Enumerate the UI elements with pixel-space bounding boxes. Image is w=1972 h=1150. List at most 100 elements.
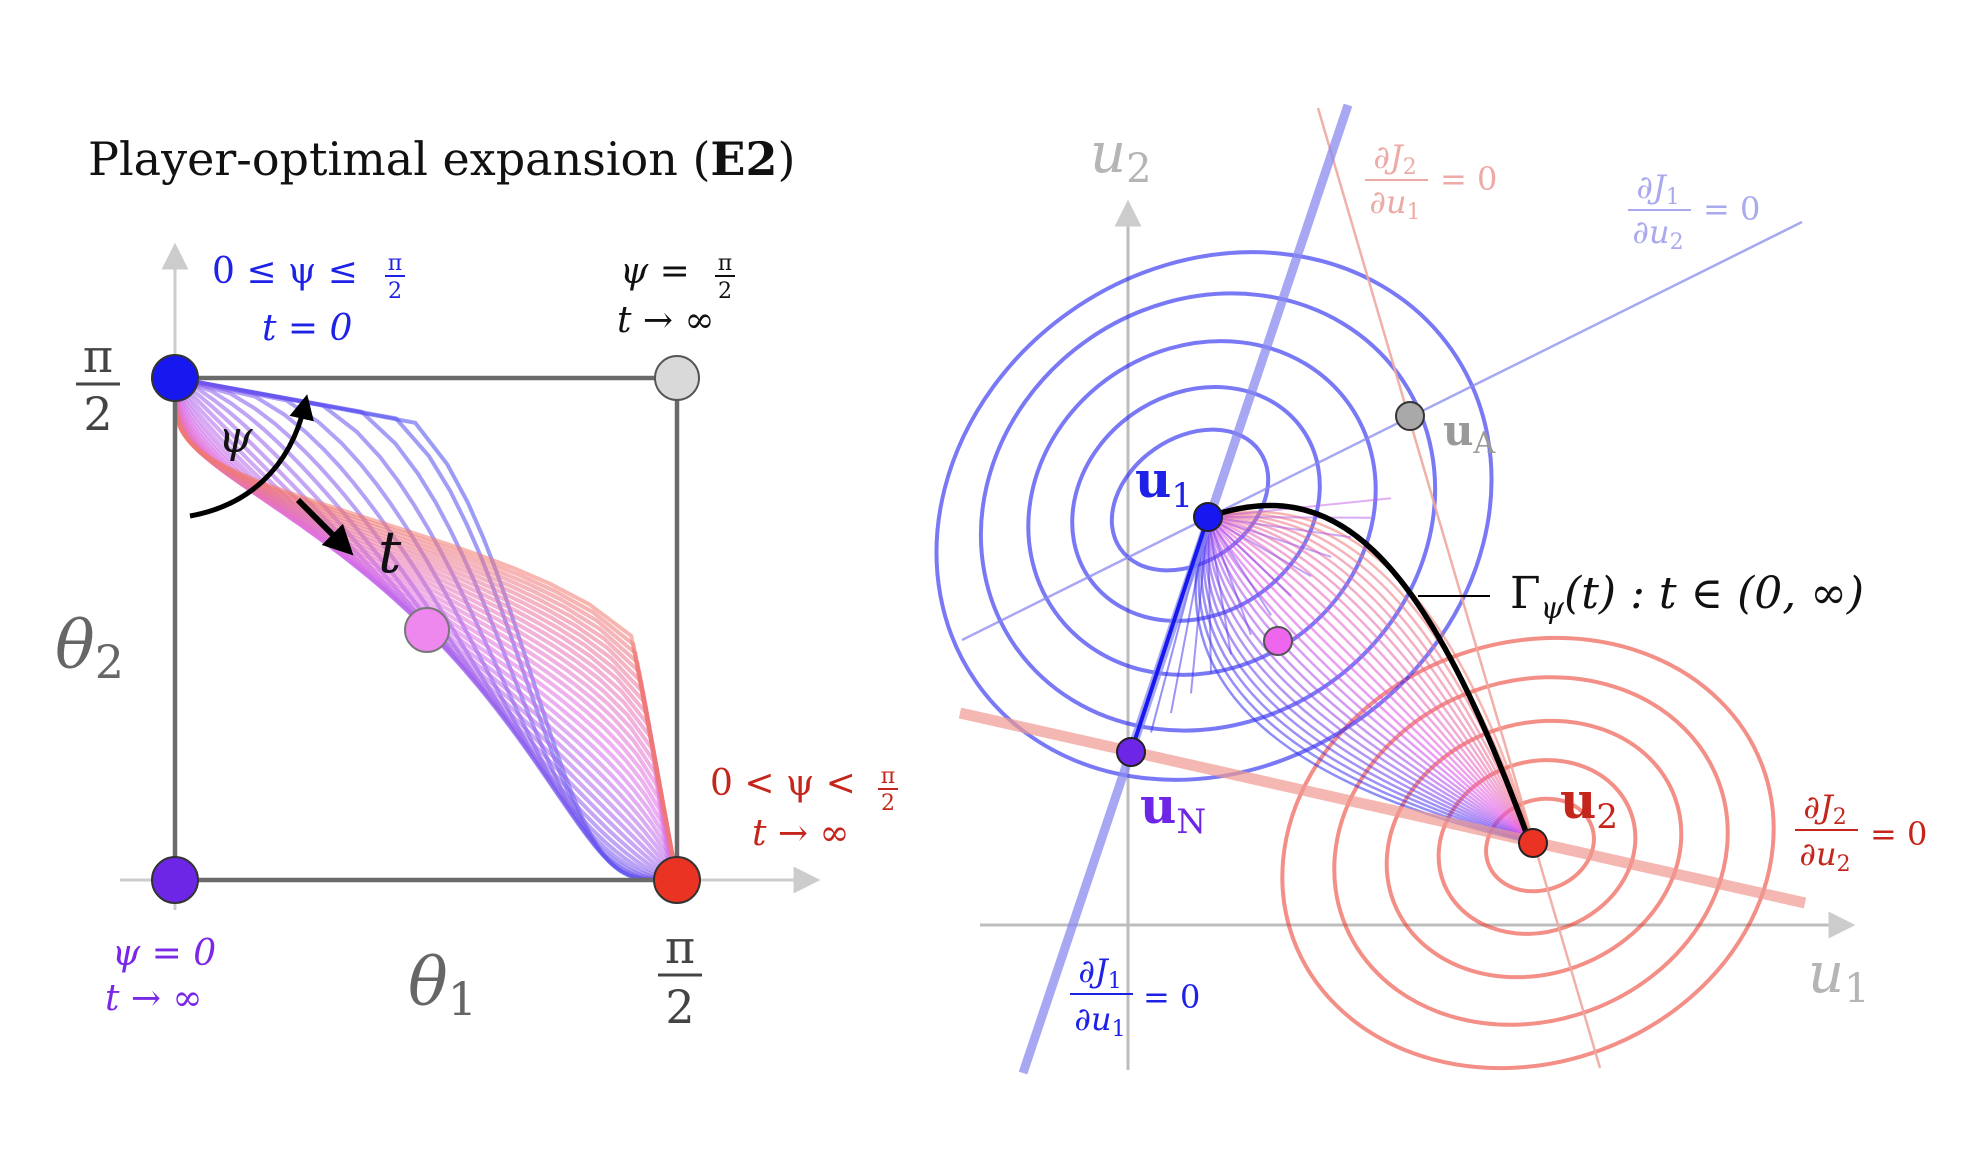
fan-ray — [1207, 516, 1232, 655]
blue-contour — [934, 250, 1494, 782]
label-uN: uN — [1140, 776, 1206, 842]
psi-arc-arrow — [189, 394, 314, 519]
svg-text:= 0: = 0 — [1703, 190, 1760, 228]
right-point-uN — [1116, 737, 1146, 767]
svg-text:t → ∞: t → ∞ — [752, 813, 850, 854]
left-point-top-right — [654, 355, 700, 401]
svg-text:∂J1: ∂J1 — [1078, 952, 1121, 994]
fan-curve — [1206, 516, 1534, 845]
annotation-top-right: ψ = π 2 t → ∞ — [617, 251, 735, 341]
label-dJ1-du1: ∂J1 ∂u1 = 0 — [1070, 952, 1200, 1042]
fan-curve — [1206, 516, 1534, 845]
fan-curve — [1206, 516, 1534, 844]
fan-curve — [1207, 516, 1534, 844]
red-contour — [1384, 718, 1684, 980]
svg-text:t → ∞: t → ∞ — [105, 978, 203, 1019]
svg-text:∂J2: ∂J2 — [1373, 138, 1416, 180]
svg-text:t → ∞: t → ∞ — [617, 300, 715, 341]
gamma-label: Γψ(t) : t ∈ (0, ∞) — [1510, 568, 1864, 626]
right-y-axis-label: u2 — [1090, 121, 1152, 192]
fan-ray — [1207, 516, 1272, 616]
svg-text:π: π — [881, 764, 895, 789]
svg-text:ψ = 0: ψ = 0 — [112, 933, 216, 974]
fan-curve — [1206, 516, 1534, 845]
left-point-center — [404, 607, 450, 653]
label-dJ2-du2: ∂J2 ∂u2 = 0 — [1795, 788, 1927, 877]
left-point-top-left — [151, 354, 199, 402]
svg-text:π: π — [83, 329, 113, 383]
label-uA: uA — [1443, 406, 1496, 461]
fan-curve — [1207, 512, 1535, 844]
left-point-bottom-left — [151, 856, 199, 904]
svg-text:∂J2: ∂J2 — [1803, 788, 1846, 830]
right-point-center — [1263, 626, 1293, 656]
fan-curve — [1206, 516, 1534, 845]
fan-ray — [1207, 516, 1292, 597]
fan-curve — [1207, 515, 1535, 844]
t-arrow — [295, 497, 354, 556]
svg-text:π: π — [718, 251, 732, 276]
fan-curve — [1202, 516, 1534, 845]
svg-text:= 0: = 0 — [1440, 160, 1497, 198]
svg-text:0 ≤ ψ ≤: 0 ≤ ψ ≤ — [212, 251, 358, 292]
fan-curve — [1207, 515, 1535, 844]
right-point-u2 — [1518, 828, 1548, 858]
svg-text:0 < ψ <: 0 < ψ < — [710, 763, 856, 804]
blue-contour — [978, 291, 1438, 733]
annotation-top-left: 0 ≤ ψ ≤ π 2 t = 0 — [212, 251, 405, 349]
fan-curve — [1197, 516, 1534, 845]
left-y-tick-label: π 2 — [76, 329, 120, 441]
line-dJ2-du1 — [1316, 107, 1602, 1069]
svg-text:∂J1: ∂J1 — [1636, 168, 1679, 210]
right-panel: u1 u2 uA uN u2 u1 Γψ(t) : t ∈ (0, ∞) ∂J2… — [934, 103, 1927, 1075]
label-dJ2-du1: ∂J2 ∂u1 = 0 — [1365, 138, 1497, 225]
svg-text:= 0: = 0 — [1143, 978, 1200, 1016]
label-u1: u1 — [1135, 450, 1193, 516]
left-square-frame — [172, 375, 680, 883]
fan-curve — [1207, 516, 1534, 844]
svg-text:π: π — [388, 251, 402, 276]
fan-ray — [1190, 516, 1209, 694]
left-x-axis-label: θ1 — [408, 944, 477, 1026]
svg-text:∂u1: ∂u1 — [1369, 183, 1420, 225]
fan-curve — [1207, 515, 1535, 844]
svg-text:t = 0: t = 0 — [262, 308, 352, 349]
fan-ray — [1207, 516, 1372, 519]
fan-curve — [1204, 516, 1534, 845]
left-point-bottom-right — [653, 856, 701, 904]
svg-text:∂u2: ∂u2 — [1632, 213, 1683, 255]
label-u2: u2 — [1560, 771, 1618, 837]
right-point-uA — [1395, 401, 1425, 431]
svg-text:2: 2 — [665, 980, 694, 1034]
annotation-bottom-right: 0 < ψ < π 2 t → ∞ — [710, 763, 898, 854]
svg-text:2: 2 — [881, 791, 895, 816]
right-point-u1 — [1193, 502, 1223, 532]
svg-text:2: 2 — [388, 279, 402, 304]
svg-text:= 0: = 0 — [1870, 815, 1927, 853]
fan-ray — [1207, 516, 1312, 578]
fan-curve — [1206, 516, 1534, 844]
svg-text:∂u2: ∂u2 — [1799, 835, 1850, 877]
left-x-tick-label: π 2 — [658, 920, 702, 1034]
svg-text:∂u1: ∂u1 — [1074, 1000, 1125, 1042]
fan-ray — [1207, 516, 1332, 558]
right-x-axis-label: u1 — [1808, 941, 1870, 1012]
red-contour — [1332, 675, 1730, 1027]
segment-u1-uN — [1129, 516, 1210, 753]
psi-symbol: ψ — [218, 412, 253, 463]
fan-ray — [1207, 516, 1252, 636]
fan-curve — [1207, 515, 1534, 844]
svg-text:π: π — [665, 920, 695, 974]
svg-text:2: 2 — [718, 279, 732, 304]
left-panel-title: Player-optimal expansion (E2) — [88, 132, 795, 186]
red-contour — [1484, 796, 1596, 894]
svg-text:2: 2 — [83, 387, 112, 441]
fan-curve — [1207, 515, 1535, 844]
left-panel: Player-optimal expansion (E2) ψ t θ2 θ1 … — [55, 132, 898, 1034]
t-symbol: t — [378, 518, 402, 586]
blue-contour — [1026, 339, 1378, 677]
label-dJ1-du2: ∂J1 ∂u2 = 0 — [1628, 168, 1760, 255]
gamma-curve — [1207, 502, 1533, 844]
line-dJ2-du2 — [958, 707, 1807, 909]
